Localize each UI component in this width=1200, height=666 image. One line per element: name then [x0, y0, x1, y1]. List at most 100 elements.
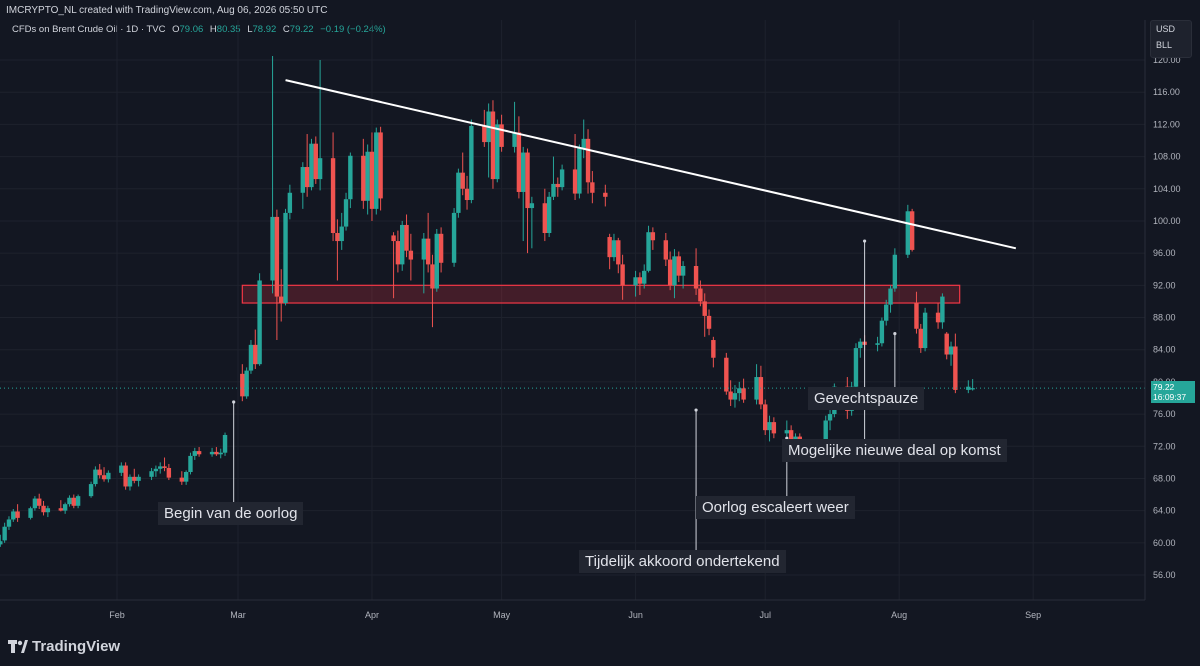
- tradingview-logo[interactable]: TradingView: [8, 636, 138, 658]
- candle-body: [456, 172, 461, 213]
- candle-body: [88, 484, 94, 497]
- event-marker-dot: [893, 331, 897, 336]
- high-value: 80.35: [216, 24, 241, 35]
- candle-body: [304, 167, 310, 188]
- candle-body: [248, 344, 254, 371]
- footer: TradingView: [0, 626, 1200, 666]
- candle-body: [62, 504, 68, 511]
- candle-body: [469, 125, 474, 201]
- close-label: C: [282, 24, 290, 35]
- candle-body: [711, 340, 716, 358]
- price-tick-label: 64.00: [1153, 506, 1176, 516]
- candle-body: [706, 315, 712, 329]
- candle-body: [542, 203, 548, 234]
- annotation-new-deal[interactable]: Mogelijke nieuwe deal op komst: [782, 439, 1007, 462]
- candle-body: [823, 420, 828, 445]
- candle-body: [724, 357, 729, 392]
- candle-body: [693, 266, 699, 289]
- candle-body: [590, 182, 595, 193]
- candle-body: [581, 138, 586, 149]
- candle-body: [15, 511, 20, 518]
- candle-body: [905, 211, 911, 255]
- candle-body: [222, 434, 228, 453]
- candle-body: [196, 451, 202, 455]
- price-axis[interactable]: 56.0060.0064.0068.0072.0076.0080.0084.00…: [1144, 20, 1200, 626]
- candle-body: [214, 451, 219, 455]
- candle-body: [28, 508, 33, 518]
- candle-body: [37, 498, 42, 506]
- price-tick-label: 60.00: [1153, 538, 1176, 548]
- candle-body: [6, 519, 12, 527]
- trendline-layer[interactable]: [285, 79, 1017, 250]
- candle-body: [633, 277, 638, 286]
- candle-body: [421, 238, 427, 260]
- open-value: 79.06: [179, 24, 204, 35]
- candle-body: [758, 377, 764, 405]
- candle-body: [888, 288, 893, 305]
- candle-body: [136, 476, 141, 481]
- candle-body: [771, 422, 777, 434]
- annotation-war-start[interactable]: Begin van de oorlog: [158, 502, 304, 525]
- candle-body: [369, 151, 375, 209]
- candle-body: [482, 125, 487, 143]
- candle-body: [270, 216, 275, 281]
- symbol-name[interactable]: CFDs on Brent Crude Oil · 1D · TVC: [12, 24, 166, 35]
- annotation-ceasefire[interactable]: Gevechtspauze: [808, 387, 925, 410]
- candle-body: [525, 152, 530, 209]
- candle-body: [672, 256, 677, 286]
- time-tick-label: May: [493, 610, 511, 620]
- candle-body: [188, 455, 193, 472]
- time-tick-label: Sep: [1025, 610, 1041, 620]
- candle-body: [430, 264, 435, 289]
- time-axis[interactable]: Feb Mar Apr May Jun Jul Aug Sep: [0, 599, 1145, 620]
- candles-layer: [0, 55, 1145, 547]
- candle-body: [918, 328, 923, 349]
- candle-body: [642, 270, 647, 284]
- candle-body: [361, 155, 366, 201]
- candle-body: [45, 508, 51, 513]
- candle-body: [650, 232, 656, 241]
- candle-body: [218, 452, 223, 455]
- candle-body: [551, 183, 556, 197]
- price-tick-label: 84.00: [1153, 345, 1176, 355]
- candle-body: [732, 393, 738, 400]
- annotation-war-escalates[interactable]: Oorlog escaleert weer: [696, 496, 855, 519]
- candle-body: [788, 430, 794, 440]
- descending-trendline: [285, 79, 1017, 250]
- candle-body: [495, 124, 500, 180]
- candle-body: [274, 216, 280, 297]
- currency-unit-selector[interactable]: USD BLL: [1150, 20, 1192, 58]
- top-bar: IMCRYPTO_NL created with TradingView.com…: [0, 0, 1200, 20]
- resistance-zone[interactable]: [241, 284, 961, 304]
- candle-body: [106, 472, 111, 480]
- candle-body: [521, 152, 526, 192]
- candle-body: [763, 404, 768, 431]
- candle-body: [702, 301, 707, 316]
- candle-body: [499, 124, 504, 147]
- price-tick-label: 100.00: [1153, 216, 1181, 226]
- candle-body: [93, 469, 98, 485]
- candle-body: [283, 212, 288, 304]
- candle-body: [0, 541, 3, 545]
- candle-body: [879, 320, 885, 344]
- candle-body: [464, 188, 470, 201]
- price-tick-label: 56.00: [1153, 570, 1176, 580]
- candle-body: [287, 192, 293, 213]
- price-tick-label: 88.00: [1153, 313, 1176, 323]
- candle-body: [667, 259, 673, 286]
- price-tick-label: 120.00: [1153, 55, 1181, 65]
- candle-body: [300, 167, 306, 193]
- bar-countdown: 16:09:37: [1153, 392, 1187, 402]
- annotation-temporary-agreement[interactable]: Tijdelijk akkoord ondertekend: [579, 550, 786, 573]
- price-tick-label: 108.00: [1153, 152, 1181, 162]
- candle-body: [616, 240, 621, 265]
- price-tick-label: 112.00: [1153, 119, 1180, 129]
- time-tick-label: Apr: [365, 610, 379, 620]
- candle-body: [767, 422, 772, 431]
- tradingview-icon: [8, 640, 28, 653]
- candle-body: [339, 226, 344, 242]
- candle-body: [529, 203, 535, 209]
- candle-body: [611, 240, 617, 258]
- candle-body: [858, 341, 863, 349]
